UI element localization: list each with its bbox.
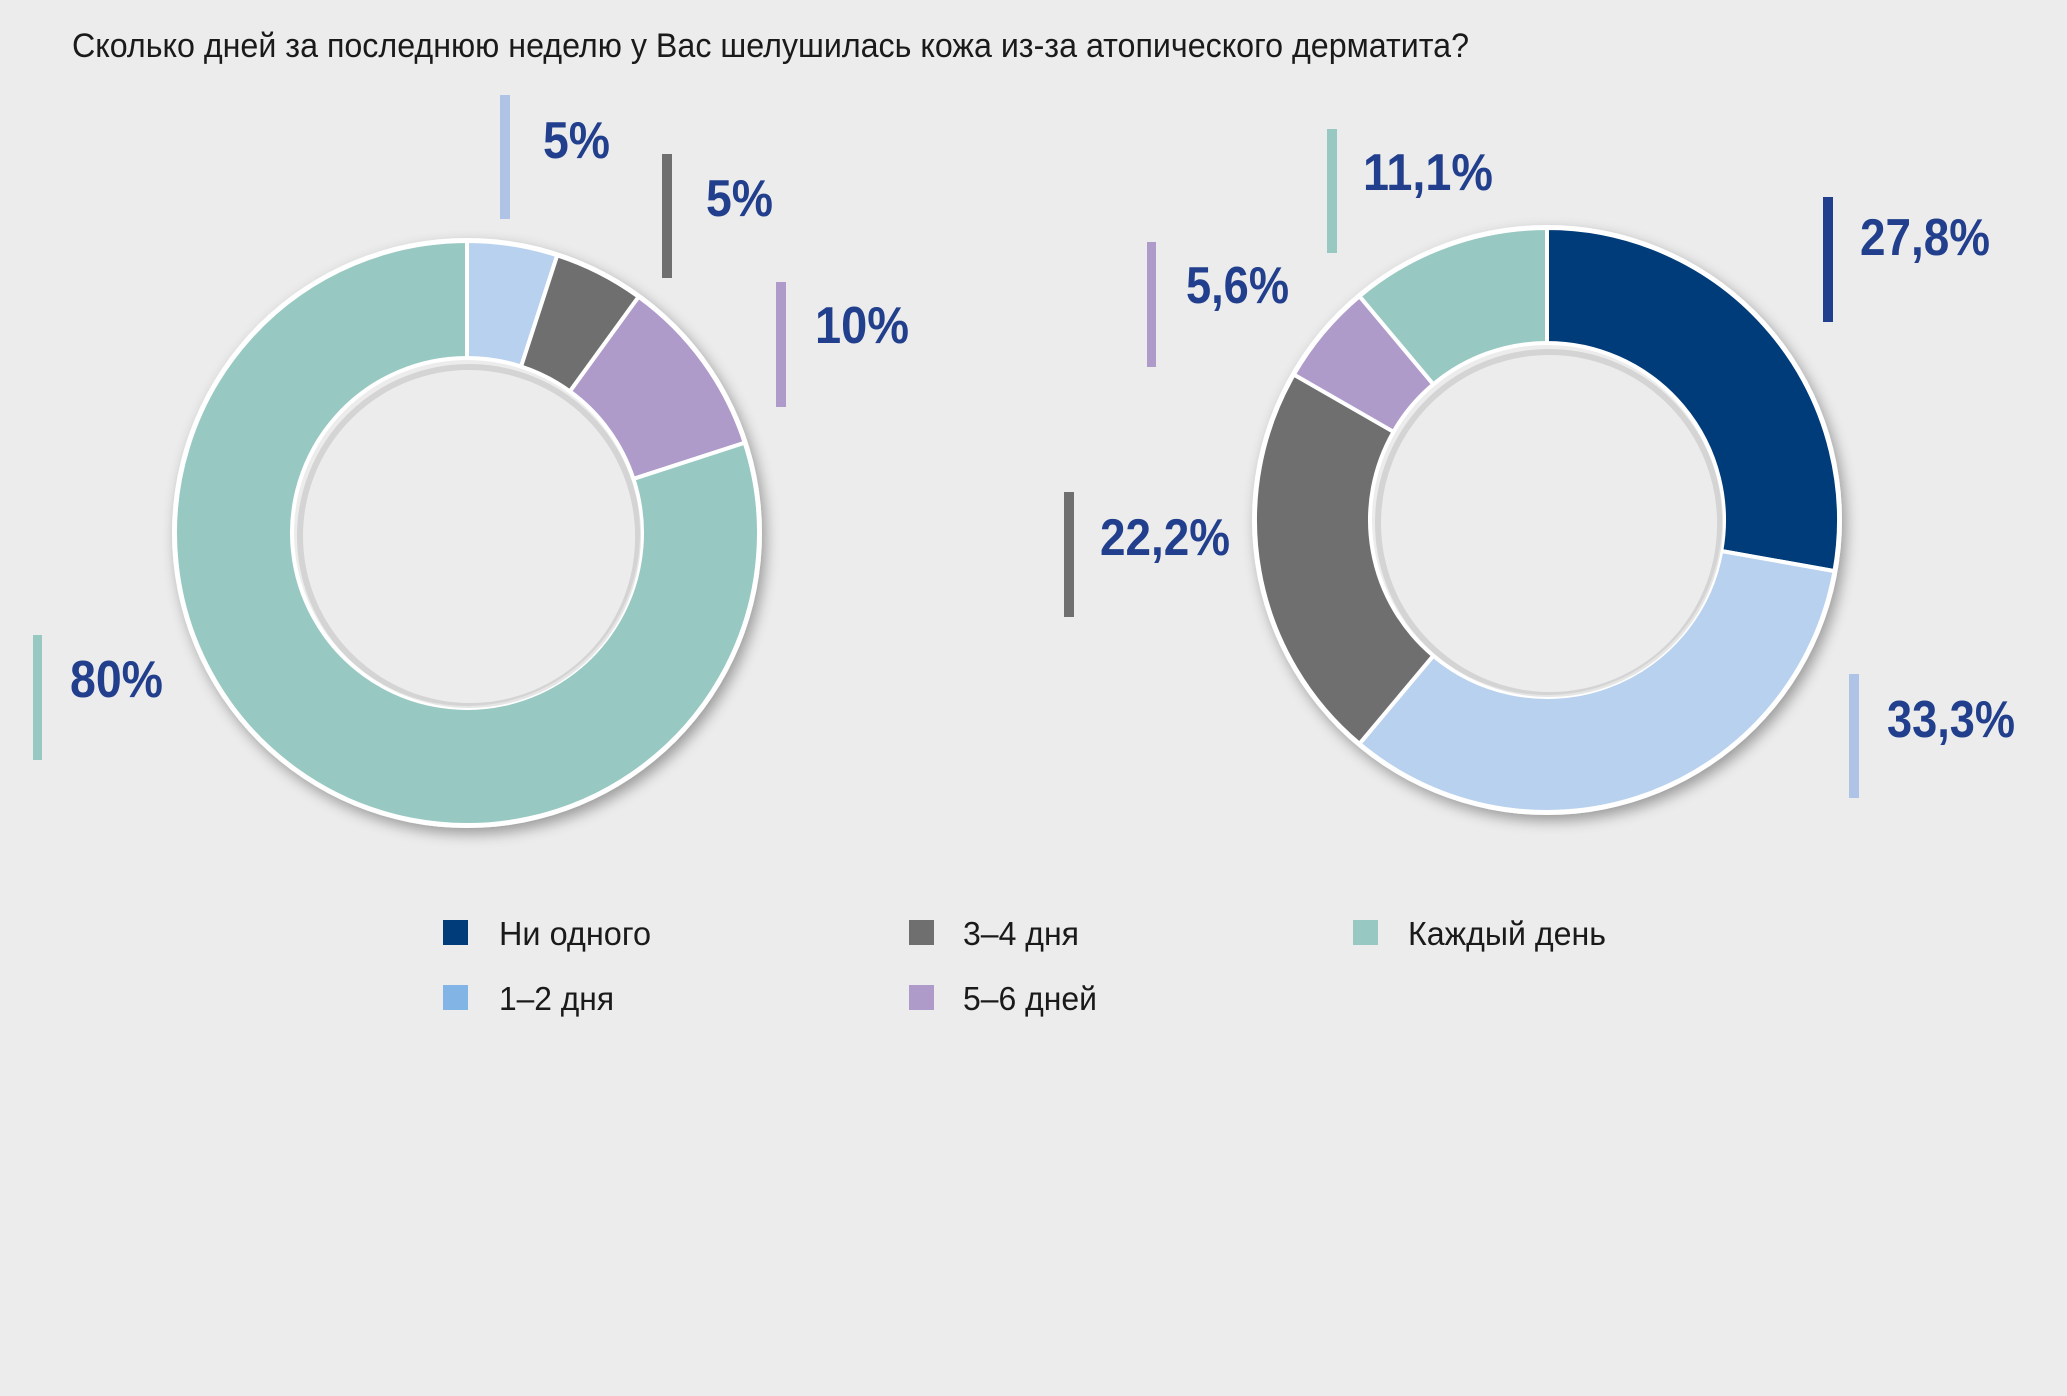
donut-chart-right (1252, 225, 1842, 815)
label-bar (662, 154, 672, 278)
data-label-left-3-4: 5% (662, 154, 773, 278)
label-bar (776, 282, 786, 407)
data-label-left-5-6: 10% (776, 282, 909, 407)
data-label-right-every-day: 11,1% (1327, 129, 1493, 253)
donut-hole-fill (1383, 358, 1717, 692)
legend-item-1-2: 1–2 дня (443, 980, 614, 1017)
label-text: 10% (815, 297, 909, 355)
label-bar (1327, 129, 1337, 253)
legend-item-none: Ни одного (443, 915, 651, 952)
legend-item-5-6: 5–6 дней (909, 980, 1097, 1017)
donut-slice-every-day (1357, 226, 1549, 387)
data-label-left-1-2: 5% (500, 95, 610, 219)
donut-hole-shadow (297, 364, 641, 708)
label-text: 80% (70, 651, 163, 709)
label-text: 22,2% (1100, 509, 1230, 567)
label-bar (1849, 674, 1859, 798)
data-label-right-5-6: 5,6% (1147, 242, 1289, 367)
legend-item-3-4: 3–4 дня (909, 915, 1079, 952)
legend-swatch (909, 920, 934, 945)
label-text: 5,6% (1186, 257, 1289, 315)
label-text: 11,1% (1363, 144, 1493, 202)
legend-swatch (443, 985, 468, 1010)
legend: Ни одного 3–4 дня Каждый день 1–2 дня 5–… (443, 915, 1606, 1017)
label-text: 27,8% (1860, 209, 1990, 267)
data-label-right-none: 27,8% (1823, 197, 1990, 322)
legend-label: Ни одного (499, 915, 651, 952)
legend-label: 3–4 дня (963, 915, 1079, 952)
label-text: 33,3% (1887, 691, 2015, 749)
donut-hole-shadow (1375, 349, 1723, 697)
legend-label: 5–6 дней (963, 980, 1097, 1017)
label-bar (33, 635, 42, 760)
donut-slice-1-2-days (1357, 548, 1837, 814)
legend-swatch (909, 985, 934, 1010)
donut-slice-3-4-days (1253, 372, 1436, 746)
donut-chart-left (172, 238, 762, 828)
legend-swatch (1353, 920, 1378, 945)
donut-slice-none (1545, 226, 1841, 574)
legend-label: Каждый день (1408, 915, 1606, 952)
legend-item-every-day: Каждый день (1353, 915, 1606, 952)
label-bar (1147, 242, 1156, 367)
data-label-right-1-2: 33,3% (1849, 674, 2015, 798)
legend-label: 1–2 дня (499, 980, 614, 1017)
label-text: 5% (706, 170, 773, 228)
donut-slice-every-day (173, 239, 761, 827)
data-label-left-every-day: 80% (33, 635, 163, 760)
label-bar (500, 95, 510, 219)
label-text: 5% (543, 112, 610, 170)
label-bar (1064, 492, 1074, 617)
data-label-right-3-4: 22,2% (1064, 492, 1230, 617)
label-bar (1823, 197, 1833, 322)
chart-title: Сколько дней за последнюю неделю у Вас ш… (72, 27, 1469, 65)
legend-swatch (443, 920, 468, 945)
donut-hole-fill (305, 373, 635, 703)
